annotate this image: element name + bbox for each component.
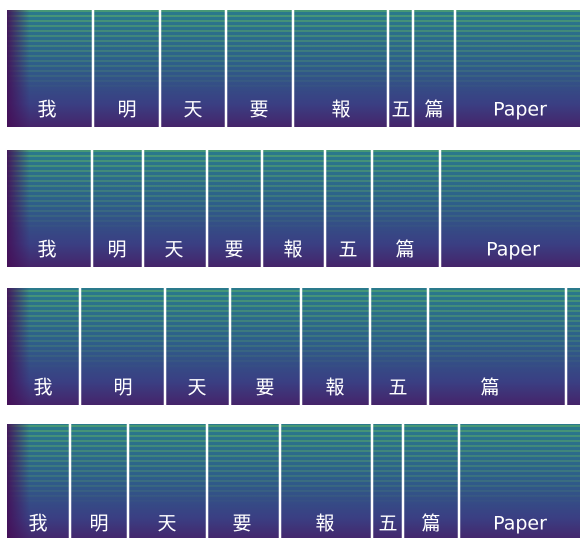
segment-label: 天: [187, 377, 206, 399]
segment-label: 報: [283, 239, 302, 261]
segment-label: 我: [37, 99, 56, 121]
spectrogram-panel: 我 明 天 要 報 五 篇 Paper: [7, 424, 580, 538]
segment-label: 我: [33, 377, 52, 399]
figure: 我明天要報五篇Paper我明天要報五篇Paper我明天要報五篇我明天要報五篇Pa…: [0, 0, 587, 538]
segment-label: 明: [107, 239, 126, 261]
segment-label: 五: [391, 99, 410, 121]
segment-label: 要: [249, 99, 268, 121]
segment-label: 報: [325, 377, 344, 399]
spectrogram-panel: 我明天要報五篇: [7, 288, 580, 405]
segment-label: 五: [378, 513, 397, 535]
segment-label: 報: [331, 99, 350, 121]
segment-label: Paper: [486, 239, 540, 261]
segment-label: 要: [232, 513, 251, 535]
segment-label: Paper: [493, 513, 547, 535]
segment-label: 篇: [421, 513, 440, 535]
segment-label: 明: [113, 377, 132, 399]
spectrogram-panel: 我 明 天 要 報 五篇 Paper: [7, 10, 580, 127]
segment-label: 篇: [424, 99, 443, 121]
segment-label: 我: [28, 513, 47, 535]
segment-label: 天: [157, 513, 176, 535]
segment-label: 篇: [395, 239, 414, 261]
segment-label: 報: [315, 513, 334, 535]
segment-label: 篇: [480, 377, 499, 399]
segment-label: 天: [183, 99, 202, 121]
segment-label: 要: [255, 377, 274, 399]
segment-label: 五: [388, 377, 407, 399]
segment-label: 天: [164, 239, 183, 261]
segment-label: 明: [89, 513, 108, 535]
segment-label: 要: [224, 239, 243, 261]
segment-label: 我: [37, 239, 56, 261]
segment-label: 明: [117, 99, 136, 121]
segment-label: Paper: [493, 99, 547, 121]
spectrogram-panel: 我 明 天 要 報 五 篇 Paper: [7, 150, 580, 267]
segment-label: 五: [338, 239, 357, 261]
